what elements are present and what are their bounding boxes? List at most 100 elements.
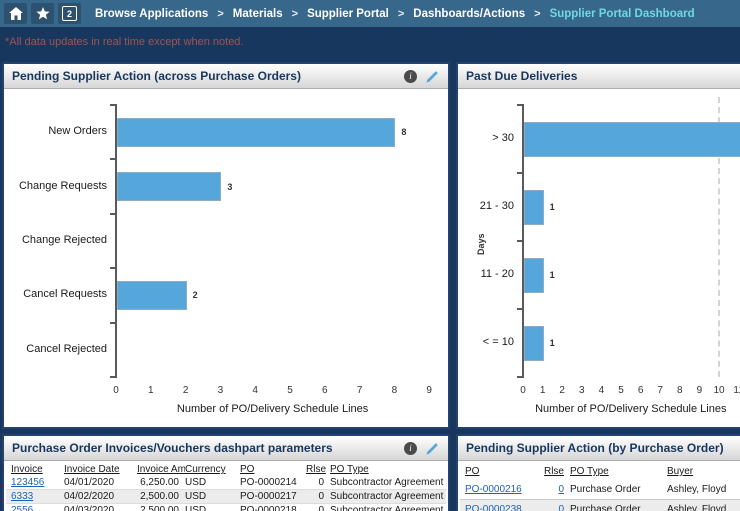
column-header[interactable]: Currency bbox=[185, 464, 226, 475]
category-label: Cancel Requests bbox=[23, 288, 107, 301]
panel-pending-supplier-action-by-po: Pending Supplier Action (by Purchase Ord… bbox=[456, 434, 740, 511]
star-icon bbox=[35, 7, 50, 20]
x-axis-tick-label: 11 bbox=[733, 385, 740, 396]
table-cell: PO-0000216 bbox=[460, 480, 530, 500]
category-axis-tick bbox=[110, 321, 117, 324]
table-cell: 04/02/2020 bbox=[64, 489, 137, 504]
table-cell: PO-0000238 bbox=[460, 499, 530, 511]
table-header-row: Invoice Invoice Date Invoice Amt Currency PO… bbox=[6, 463, 446, 476]
bar-11-20[interactable] bbox=[524, 257, 544, 293]
release-link[interactable]: 0 bbox=[558, 484, 564, 495]
category-axis-tick bbox=[517, 376, 524, 378]
x-axis-tick-label: 9 bbox=[426, 385, 432, 396]
column-header[interactable]: Invoice bbox=[11, 464, 43, 475]
table-cell: 04/01/2020 bbox=[64, 476, 137, 490]
x-axis-title: Number of PO/Delivery Schedule Lines bbox=[176, 403, 369, 415]
column-header[interactable]: Buyer bbox=[667, 466, 694, 477]
release-link[interactable]: 0 bbox=[558, 504, 564, 511]
window-count-icon: 2 bbox=[62, 6, 77, 21]
panel-past-due-deliveries: Past Due Deliveries > 30 21 - 30 1 11 - 20 1… bbox=[456, 62, 740, 429]
column-header[interactable]: Invoice Amt bbox=[137, 464, 185, 475]
x-axis-tick-label: 0 bbox=[520, 385, 526, 396]
table-cell: Purchase Order bbox=[570, 480, 667, 500]
x-axis-tick-label: 6 bbox=[637, 385, 644, 396]
bar-cancel-requests[interactable] bbox=[117, 280, 187, 310]
bar-value-label: 1 bbox=[549, 270, 555, 280]
data-table: Invoice Invoice Date Invoice Amt Currency PO… bbox=[6, 463, 446, 511]
po-link[interactable]: PO-0000238 bbox=[465, 504, 522, 511]
info-icon[interactable]: i bbox=[404, 441, 417, 455]
panel-title: Past Due Deliveries bbox=[466, 69, 578, 83]
invoice-link[interactable]: 123456 bbox=[11, 477, 45, 488]
x-axis-title: Number of PO/Delivery Schedule Lines bbox=[535, 403, 727, 415]
column-header[interactable]: Rlse bbox=[543, 466, 564, 477]
table-cell: Subcontractor Agreement bbox=[330, 503, 446, 511]
bar--10[interactable] bbox=[524, 325, 544, 361]
x-axis-tick-label: 3 bbox=[579, 385, 585, 396]
category-axis-tick bbox=[517, 104, 524, 106]
column-header[interactable]: Invoice Date bbox=[64, 464, 120, 475]
x-axis-tick-label: 4 bbox=[252, 385, 258, 396]
bar-new-orders[interactable] bbox=[117, 117, 396, 147]
breadcrumb-item[interactable]: Dashboards/Actions bbox=[413, 7, 526, 20]
column-header[interactable]: Rlse bbox=[306, 464, 327, 475]
breadcrumb-item: Supplier Portal Dashboard bbox=[549, 7, 695, 20]
x-axis-tick-label: 1 bbox=[539, 385, 546, 396]
breadcrumb-item[interactable]: Materials bbox=[232, 7, 283, 20]
table-row: 6333 04/02/2020 2,500.00 USD PO-0000217 0 Subc… bbox=[6, 489, 446, 504]
breadcrumb-item[interactable]: Browse Applications bbox=[95, 7, 209, 20]
x-axis-tick-label: 7 bbox=[657, 385, 663, 396]
x-axis-tick-label: 1 bbox=[148, 385, 154, 396]
table-cell: 0 bbox=[306, 489, 330, 504]
bar-21-30[interactable] bbox=[524, 189, 544, 225]
table-cell: Purchase Order bbox=[570, 499, 667, 511]
breadcrumb-separator: > bbox=[397, 7, 405, 20]
category-label: < = 10 bbox=[482, 336, 514, 348]
panel-title: Purchase Order Invoices/Vouchers dashpar… bbox=[12, 441, 333, 455]
column-header[interactable]: PO bbox=[240, 464, 255, 475]
category-axis-tick bbox=[517, 172, 524, 174]
table-cell: 0 bbox=[530, 480, 570, 500]
x-axis-tick-label: 5 bbox=[287, 385, 293, 396]
table-cell: 0 bbox=[306, 476, 330, 490]
table-cell: 6333 bbox=[6, 489, 64, 504]
category-label: 11 - 20 bbox=[480, 268, 514, 280]
x-axis-tick-label: 6 bbox=[322, 385, 328, 396]
invoice-link[interactable]: 6333 bbox=[11, 491, 34, 502]
favorites-button[interactable] bbox=[31, 3, 54, 24]
table-cell: Subcontractor Agreement bbox=[330, 476, 446, 490]
column-header[interactable]: PO bbox=[465, 466, 480, 477]
data-table: PO Rlse PO Type Buyer PO-0000216 0 Purchase Or… bbox=[460, 463, 740, 511]
invoice-link[interactable]: 2556 bbox=[11, 505, 34, 511]
x-axis-tick-label: 2 bbox=[559, 385, 565, 396]
bar-value-label: 2 bbox=[192, 290, 198, 301]
bar-value-label: 1 bbox=[549, 202, 555, 212]
column-header[interactable]: PO Type bbox=[570, 466, 609, 477]
breadcrumb-item[interactable]: Supplier Portal bbox=[307, 7, 389, 20]
x-axis-tick-label: 7 bbox=[356, 385, 363, 396]
edit-pencil-icon[interactable] bbox=[425, 441, 440, 456]
category-label: > 30 bbox=[492, 132, 514, 144]
home-button[interactable] bbox=[4, 3, 27, 24]
table-cell: 0 bbox=[530, 499, 570, 511]
table-cell: PO-0000214 bbox=[240, 476, 306, 490]
table-cell: USD bbox=[185, 476, 240, 490]
table-cell: PO-0000217 bbox=[240, 489, 306, 504]
bar--30[interactable] bbox=[524, 121, 740, 157]
table-row: 2556 04/03/2020 2,500.00 USD PO-0000218 0 Subc… bbox=[6, 503, 446, 511]
realtime-note: *All data updates in real time except wh… bbox=[5, 36, 244, 48]
category-label: 21 - 30 bbox=[479, 200, 514, 212]
bar-value-label: 3 bbox=[227, 181, 233, 192]
x-axis-tick-label: 3 bbox=[217, 385, 224, 396]
po-link[interactable]: PO-0000216 bbox=[465, 484, 522, 495]
table-row: PO-0000238 0 Purchase Order Ashley, Floyd bbox=[460, 499, 740, 511]
reference-line bbox=[718, 97, 720, 377]
x-axis-tick-label: 2 bbox=[182, 385, 189, 396]
table-cell: 2556 bbox=[6, 503, 64, 511]
info-icon[interactable]: i bbox=[404, 69, 417, 83]
category-axis bbox=[115, 105, 117, 377]
bar-change-requests[interactable] bbox=[117, 172, 222, 202]
edit-pencil-icon[interactable] bbox=[425, 69, 440, 84]
windows-button[interactable]: 2 bbox=[58, 3, 81, 24]
column-header[interactable]: PO Type bbox=[330, 464, 369, 475]
